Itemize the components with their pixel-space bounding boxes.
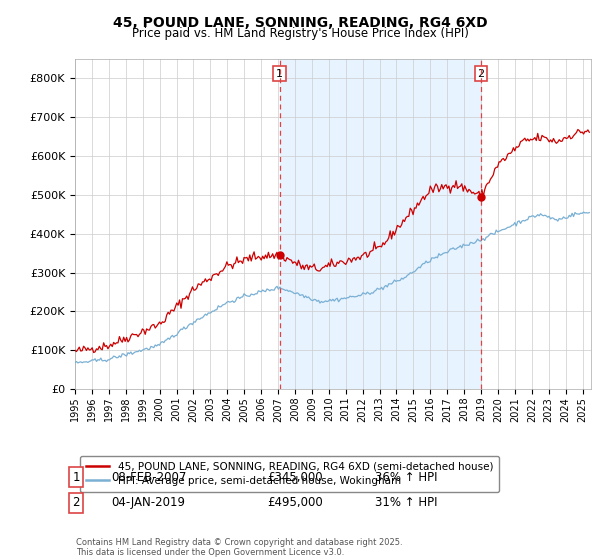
Text: Contains HM Land Registry data © Crown copyright and database right 2025.
This d: Contains HM Land Registry data © Crown c…	[76, 538, 403, 557]
Text: 45, POUND LANE, SONNING, READING, RG4 6XD: 45, POUND LANE, SONNING, READING, RG4 6X…	[113, 16, 487, 30]
Text: 36% ↑ HPI: 36% ↑ HPI	[375, 470, 437, 484]
Text: 1: 1	[73, 470, 80, 484]
Bar	[280, 59, 481, 389]
Text: 2: 2	[478, 69, 485, 78]
Text: 08-FEB-2007: 08-FEB-2007	[111, 470, 187, 484]
Legend: 45, POUND LANE, SONNING, READING, RG4 6XD (semi-detached house), HPI: Average pr: 45, POUND LANE, SONNING, READING, RG4 6X…	[80, 455, 499, 492]
Text: 1: 1	[276, 69, 283, 78]
Text: Price paid vs. HM Land Registry's House Price Index (HPI): Price paid vs. HM Land Registry's House …	[131, 27, 469, 40]
Text: £495,000: £495,000	[267, 496, 323, 510]
Text: 31% ↑ HPI: 31% ↑ HPI	[375, 496, 437, 510]
Text: 2: 2	[73, 496, 80, 510]
Text: £345,000: £345,000	[267, 470, 323, 484]
Text: 04-JAN-2019: 04-JAN-2019	[111, 496, 185, 510]
